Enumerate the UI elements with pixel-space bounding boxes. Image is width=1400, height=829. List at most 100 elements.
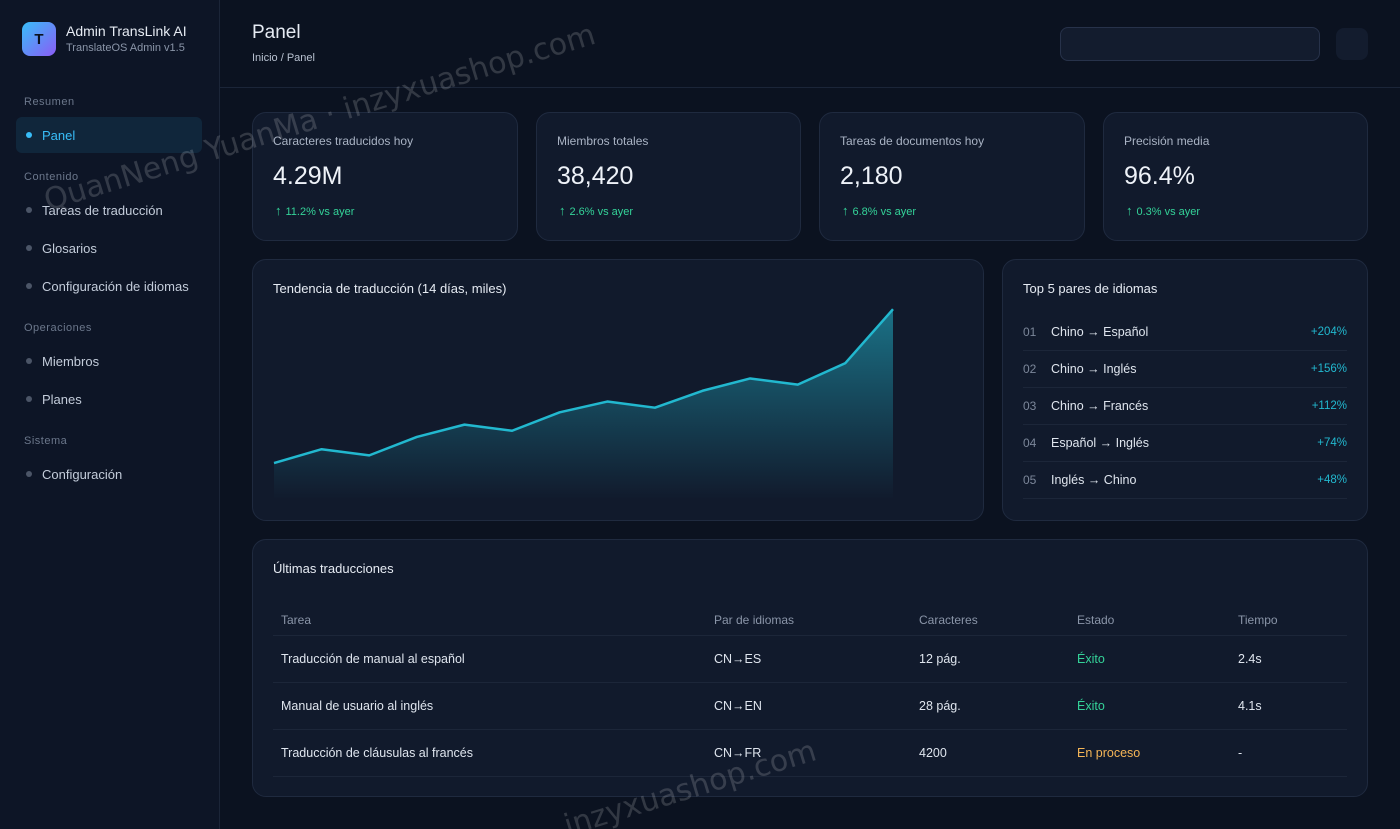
status-badge: Éxito (1077, 652, 1105, 666)
sidebar-item-panel[interactable]: Panel (16, 117, 202, 153)
stat-delta: ↑ 6.8% vs ayer (842, 203, 917, 218)
sidebar-item-label: Planes (42, 391, 82, 407)
column-header-status[interactable]: Estado (1077, 613, 1115, 627)
nav-section-sistema: Sistema (24, 435, 68, 447)
trend-point-3[interactable] (363, 449, 375, 461)
stat-value: 96.4% (1124, 162, 1195, 190)
stat-value: 4.29M (273, 162, 343, 190)
nav-section-contenido: Contenido (24, 171, 79, 183)
stat-value: 38,420 (557, 162, 634, 190)
trend-point-14[interactable] (887, 303, 899, 315)
sidebar-item-label: Configuración de idiomas (42, 278, 189, 294)
stat-card-accuracy: Precisión media 96.4% ↑ 0.3% vs ayer (1103, 112, 1368, 241)
trend-point-6[interactable] (506, 425, 518, 437)
sidebar-item-language-settings[interactable]: Configuración de idiomas (16, 268, 202, 304)
arrow-up-icon: ↑ (275, 203, 282, 218)
arrow-up-icon: ↑ (559, 203, 566, 218)
bullet-icon (26, 245, 32, 251)
page-title: Panel (252, 22, 301, 43)
trend-area (274, 309, 893, 500)
bullet-icon (26, 396, 32, 402)
bullet-icon (26, 283, 32, 289)
list-item[interactable]: 01 Chino → Español +204% (1023, 314, 1347, 351)
sidebar-item-members[interactable]: Miembros (16, 343, 202, 379)
table-divider (273, 729, 1347, 730)
cell-characters: 28 pág. (919, 699, 961, 713)
cell-characters: 12 pág. (919, 652, 961, 666)
table-divider (273, 776, 1347, 777)
sidebar-item-plans[interactable]: Planes (16, 381, 202, 417)
cell-time: 2.4s (1238, 652, 1262, 666)
cell-task: Traducción de cláusulas al francés (281, 746, 473, 760)
table-divider (273, 682, 1347, 683)
sidebar-item-settings[interactable]: Configuración (16, 456, 202, 492)
cell-task: Manual de usuario al inglés (281, 699, 434, 713)
column-header-characters[interactable]: Caracteres (919, 613, 978, 627)
nav-section-resumen: Resumen (24, 96, 75, 108)
sidebar-item-label: Panel (42, 127, 76, 143)
sidebar-item-label: Tareas de traducción (42, 202, 163, 218)
sidebar-item-label: Glosarios (42, 240, 97, 256)
brand-name: Admin TransLink AI (66, 23, 187, 39)
nav-section-operaciones: Operaciones (24, 322, 92, 334)
trend-point-2[interactable] (316, 443, 328, 455)
top-action-button[interactable] (1336, 28, 1368, 60)
topbar: Panel Inicio / Panel (220, 0, 1400, 88)
trend-point-5[interactable] (458, 419, 470, 431)
cell-pair: CN→FR (714, 746, 762, 760)
brand-subtitle: TranslateOS Admin v1.5 (66, 42, 185, 54)
breadcrumb: Inicio / Panel (252, 52, 315, 64)
trend-point-9[interactable] (649, 402, 661, 414)
chart-title: Tendencia de traducción (14 días, miles) (273, 281, 507, 296)
trend-chart (268, 303, 899, 500)
stat-delta: ↑ 0.3% vs ayer (1126, 203, 1201, 218)
brand: T Admin TransLink AI TranslateOS Admin v… (22, 22, 187, 56)
stat-value: 2,180 (840, 162, 903, 190)
cell-pair: CN→ES (714, 652, 762, 666)
cell-time: - (1238, 746, 1243, 760)
trend-point-10[interactable] (697, 385, 709, 397)
trend-point-11[interactable] (744, 372, 756, 384)
status-badge: Éxito (1077, 699, 1105, 713)
stat-card-members: Miembros totales 38,420 ↑ 2.6% vs ayer (536, 112, 801, 241)
cell-time: 4.1s (1238, 699, 1262, 713)
sidebar-item-label: Miembros (42, 353, 100, 369)
list-item[interactable]: 03 Chino → Francés +112% (1023, 388, 1347, 425)
stat-label: Tareas de documentos hoy (840, 134, 985, 148)
top-pairs-card: Top 5 pares de idiomas 01 Chino → Españo… (1002, 259, 1368, 521)
trend-point-13[interactable] (839, 357, 851, 369)
stat-card-characters: Caracteres traducidos hoy 4.29M ↑ 11.2% v… (252, 112, 518, 241)
sidebar-item-translation-tasks[interactable]: Tareas de traducción (16, 192, 202, 228)
trend-line (273, 308, 894, 465)
list-item[interactable]: 04 Español → Inglés +74% (1023, 425, 1347, 462)
cell-characters: 4200 (919, 746, 947, 760)
trend-chart-card: Tendencia de traducción (14 días, miles) (252, 259, 984, 521)
stat-delta: ↑ 11.2% vs ayer (275, 203, 355, 218)
list-item[interactable]: 02 Chino → Inglés +156% (1023, 351, 1347, 388)
trend-point-1[interactable] (268, 457, 280, 469)
table-title: Últimas traducciones (273, 561, 394, 576)
list-item[interactable]: 05 Inglés → Chino +48% (1023, 462, 1347, 499)
bullet-icon (26, 358, 32, 364)
trend-point-7[interactable] (554, 406, 566, 418)
bullet-icon (26, 471, 32, 477)
recent-translations-card: Últimas traducciones Tarea Par de idioma… (252, 539, 1368, 797)
stat-label: Caracteres traducidos hoy (273, 134, 414, 148)
stat-card-document-tasks: Tareas de documentos hoy 2,180 ↑ 6.8% vs … (819, 112, 1085, 241)
stat-label: Miembros totales (557, 134, 649, 148)
status-badge: En proceso (1077, 746, 1141, 760)
sidebar-item-glossaries[interactable]: Glosarios (16, 230, 202, 266)
stat-label: Precisión media (1124, 134, 1210, 148)
column-header-pair[interactable]: Par de idiomas (714, 613, 795, 627)
search-input[interactable] (1060, 27, 1320, 61)
bullet-icon (26, 207, 32, 213)
sidebar: T Admin TransLink AI TranslateOS Admin v… (0, 0, 220, 829)
trend-point-8[interactable] (601, 396, 613, 408)
sidebar-item-label: Configuración (42, 466, 123, 482)
arrow-up-icon: ↑ (842, 203, 849, 218)
column-header-time[interactable]: Tiempo (1238, 613, 1278, 627)
table-divider (273, 635, 1347, 636)
trend-point-4[interactable] (411, 431, 423, 443)
trend-point-12[interactable] (792, 379, 804, 391)
column-header-task[interactable]: Tarea (281, 613, 312, 627)
